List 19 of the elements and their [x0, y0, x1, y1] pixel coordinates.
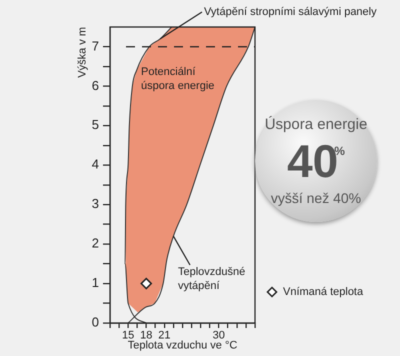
y-tick-label: 4 — [92, 156, 99, 172]
y-tick-label: 1 — [92, 275, 99, 290]
y-axis-title: Výška v m — [76, 27, 89, 78]
series-label: Teplovzdušné vytápění — [178, 266, 246, 292]
x-axis-title: Teplota vzduchu ve °C — [128, 339, 238, 352]
y-tick-label: 7 — [92, 38, 99, 54]
x-tick-label: 18 — [140, 330, 152, 342]
y-tick-label: 5 — [92, 117, 99, 132]
x-tick-label: 15 — [122, 330, 134, 342]
text: Vytápění stropními sálavými panely — [204, 6, 378, 18]
legend-label: Vnímaná teplota — [283, 286, 364, 298]
y-tick-label: 3 — [92, 196, 99, 212]
badge: Úspora energie 40$^{%}$ vyšší než 40% — [255, 100, 377, 222]
x-tick-label: 30 — [212, 330, 225, 342]
series-label: Potenciální úspora energie — [141, 66, 214, 92]
y-tick-label: 0 — [92, 314, 99, 330]
y-tick-label: 2 — [92, 236, 99, 251]
x-tick-label: 21 — [158, 330, 170, 342]
y-tick-label: 6 — [92, 78, 99, 93]
